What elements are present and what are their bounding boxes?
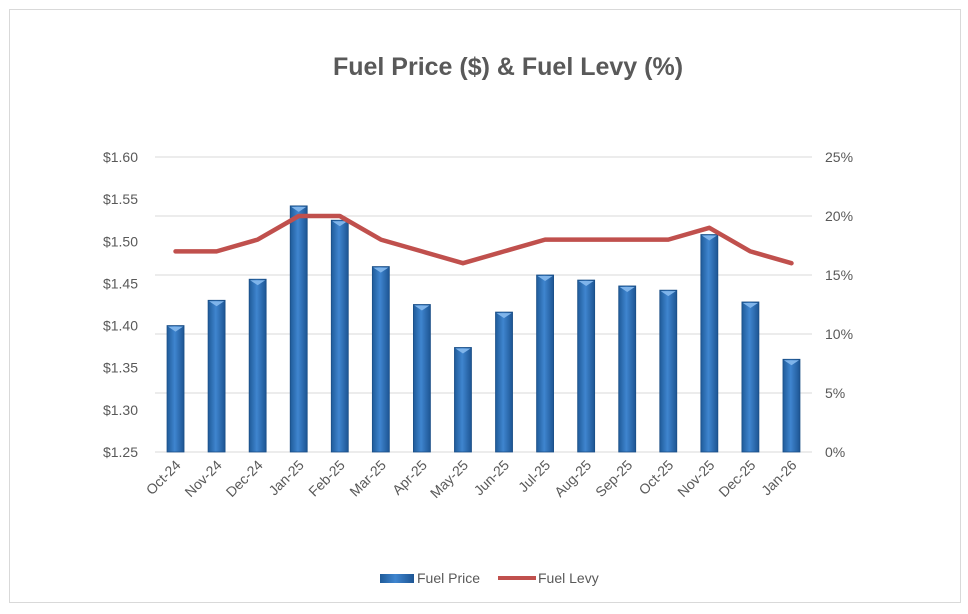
legend-fuel-price: Fuel Price bbox=[417, 570, 480, 586]
x-axis-tick: Oct-25 bbox=[635, 457, 676, 498]
left-axis-tick: $1.25 bbox=[103, 444, 138, 460]
left-axis-tick: $1.30 bbox=[103, 402, 138, 418]
legend-swatch-fuel-price bbox=[380, 574, 414, 583]
x-axis-tick: Oct-24 bbox=[143, 457, 184, 498]
bar-cap bbox=[660, 291, 676, 297]
bar-cap bbox=[701, 235, 717, 241]
right-axis-tick: 5% bbox=[825, 385, 845, 401]
bar-feb-25 bbox=[330, 219, 349, 453]
right-axis-tick: 10% bbox=[825, 326, 853, 342]
bar-oct-25 bbox=[659, 289, 678, 453]
bar-cap bbox=[414, 305, 430, 311]
left-axis-tick: $1.55 bbox=[103, 191, 138, 207]
chart-frame bbox=[9, 9, 961, 603]
x-axis-tick: Jul-25 bbox=[515, 457, 553, 495]
right-axis-tick: 20% bbox=[825, 208, 853, 224]
left-axis-tick: $1.40 bbox=[103, 318, 138, 334]
bar-cap bbox=[578, 281, 594, 287]
x-axis-tick: Sep-25 bbox=[592, 457, 635, 500]
fuel-levy-line bbox=[173, 213, 794, 266]
bar-oct-24 bbox=[166, 325, 185, 453]
x-axis-tick: Dec-24 bbox=[223, 457, 266, 500]
x-axis-tick: Jun-25 bbox=[471, 457, 513, 499]
x-axis-tick: Nov-24 bbox=[181, 457, 224, 500]
bar-cap bbox=[455, 348, 471, 354]
bar-cap bbox=[537, 276, 553, 281]
x-axis-tick: Dec-25 bbox=[715, 457, 758, 500]
bar-jan-26 bbox=[782, 358, 801, 453]
bar-cap bbox=[742, 302, 758, 308]
bar-cap bbox=[332, 221, 348, 227]
right-axis-tick: 0% bbox=[825, 444, 845, 460]
bar-aug-25 bbox=[577, 279, 596, 453]
bar-cap bbox=[209, 301, 225, 307]
bar-cap bbox=[291, 206, 307, 212]
x-axis-tick: Nov-25 bbox=[674, 457, 717, 500]
bar-cap bbox=[619, 286, 635, 292]
x-axis-tick: Jan-26 bbox=[758, 457, 800, 499]
x-axis-tick: Feb-25 bbox=[305, 457, 348, 500]
x-axis-tick: May-25 bbox=[427, 457, 471, 501]
x-axis-tick: Jan-25 bbox=[265, 457, 307, 499]
bar-jul-25 bbox=[536, 274, 554, 453]
bar-cap bbox=[250, 280, 266, 286]
legend-fuel-levy: Fuel Levy bbox=[538, 570, 599, 586]
left-axis-tick: $1.35 bbox=[103, 360, 138, 376]
bar-nov-24 bbox=[207, 299, 226, 453]
left-axis-tick: $1.60 bbox=[103, 149, 138, 165]
bar-apr-25 bbox=[413, 304, 431, 453]
bar-dec-24 bbox=[248, 278, 267, 453]
bar-cap bbox=[373, 267, 389, 273]
right-axis-tick: 15% bbox=[825, 267, 853, 283]
bar-jan-25 bbox=[289, 205, 308, 453]
bar-cap bbox=[783, 360, 799, 366]
bar-cap bbox=[496, 313, 512, 319]
x-axis-tick: Aug-25 bbox=[551, 457, 594, 500]
right-axis-tick: 25% bbox=[825, 149, 853, 165]
bar-nov-25 bbox=[700, 234, 719, 453]
left-axis-tick: $1.50 bbox=[103, 233, 138, 249]
bar-jun-25 bbox=[495, 311, 513, 453]
bar-sep-25 bbox=[618, 285, 637, 453]
chart-title: Fuel Price ($) & Fuel Levy (%) bbox=[333, 53, 683, 81]
left-axis-tick: $1.45 bbox=[103, 275, 138, 291]
bar-mar-25 bbox=[371, 266, 390, 453]
x-axis-tick: Mar-25 bbox=[346, 457, 389, 500]
bar-cap bbox=[168, 326, 184, 332]
bar-dec-25 bbox=[741, 301, 760, 453]
bar-may-25 bbox=[454, 347, 472, 453]
x-axis-tick: Apr-25 bbox=[389, 457, 430, 498]
